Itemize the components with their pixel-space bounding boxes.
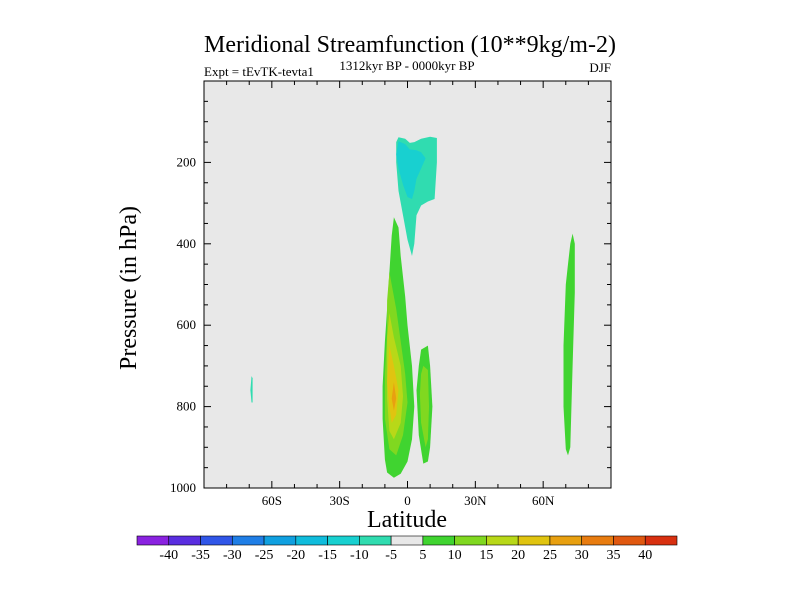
colorbar-swatch — [263, 535, 297, 546]
colorbar-swatch — [549, 535, 583, 546]
colorbar-label: 5 — [419, 548, 426, 563]
northern-high-latitude-positive-cell — [563, 233, 575, 456]
colorbar-label: 20 — [511, 548, 525, 563]
colorbar-label: -35 — [191, 548, 210, 563]
colorbar-label: -40 — [159, 548, 178, 563]
colorbar-label: -20 — [286, 548, 305, 563]
season-label: DJF — [589, 60, 611, 75]
colorbar-swatch — [295, 535, 328, 546]
colorbar-label: -5 — [385, 548, 397, 563]
colorbar-label: 15 — [479, 548, 493, 563]
plot-area: 60S 30S 0 30N 60N 200 400 600 800 1000 — [170, 80, 612, 508]
colorbar-swatch — [231, 535, 265, 546]
x-tick-label: 30S — [330, 493, 350, 508]
colorbar-swatch — [390, 535, 424, 546]
colorbar-swatch — [454, 535, 487, 546]
colorbar-label: 35 — [606, 548, 620, 563]
lower-tropical-positive-core — [391, 382, 397, 411]
colorbar-swatch — [644, 535, 678, 546]
colorbar-swatch — [613, 535, 646, 546]
axis-ticks: 60S 30S 0 30N 60N 200 400 600 800 1000 — [170, 81, 611, 508]
y-tick-label: 200 — [177, 154, 197, 169]
colorbar-swatch — [517, 535, 551, 546]
colorbar-swatch — [359, 535, 392, 546]
colorbar-label: 10 — [448, 548, 462, 563]
colorbar-swatch — [486, 535, 519, 546]
y-tick-label: 1000 — [170, 480, 196, 495]
y-tick-label: 400 — [177, 236, 197, 251]
colorbar-swatch — [327, 535, 360, 546]
secondary-tropical-positive-core — [419, 365, 429, 448]
y-axis-label: Pressure (in hPa) — [116, 206, 142, 370]
lower-tropical-positive-25 — [387, 345, 399, 423]
colorbar-label: -10 — [350, 548, 369, 563]
x-tick-label: 60N — [532, 493, 555, 508]
upper-tropical-negative-core — [396, 141, 426, 199]
y-tick-label: 600 — [177, 317, 197, 332]
x-axis-label: Latitude — [367, 507, 447, 533]
colorbar-swatch — [581, 535, 614, 546]
colorbar-label: 25 — [543, 548, 557, 563]
colorbar-swatch — [168, 535, 201, 546]
colorbar-label: 40 — [638, 548, 652, 563]
chart-title: Meridional Streamfunction (10**9kg/m-2) — [204, 32, 616, 58]
colorbar-label: -15 — [318, 548, 337, 563]
y-tick-label: 800 — [177, 399, 197, 414]
x-tick-label: 60S — [262, 493, 282, 508]
colorbar-label: 30 — [575, 548, 589, 563]
southern-high-latitude-negative-cell — [250, 376, 253, 403]
time-period-label: 1312kyr BP - 0000kyr BP — [339, 58, 474, 73]
experiment-label: Expt = tEvTK-tevta1 — [204, 64, 314, 79]
colorbar-swatch — [200, 535, 233, 546]
colorbar: -40 -35 -30 -25 -20 -15 -10 -5 5 10 15 20 25 30 35 40 — [136, 535, 678, 563]
x-tick-label: 0 — [404, 493, 411, 508]
colorbar-label: -25 — [255, 548, 274, 563]
contour-regions — [250, 136, 575, 478]
colorbar-label: -30 — [223, 548, 242, 563]
colorbar-swatch — [136, 535, 170, 546]
colorbar-swatch — [422, 535, 455, 546]
x-tick-label: 30N — [464, 493, 487, 508]
